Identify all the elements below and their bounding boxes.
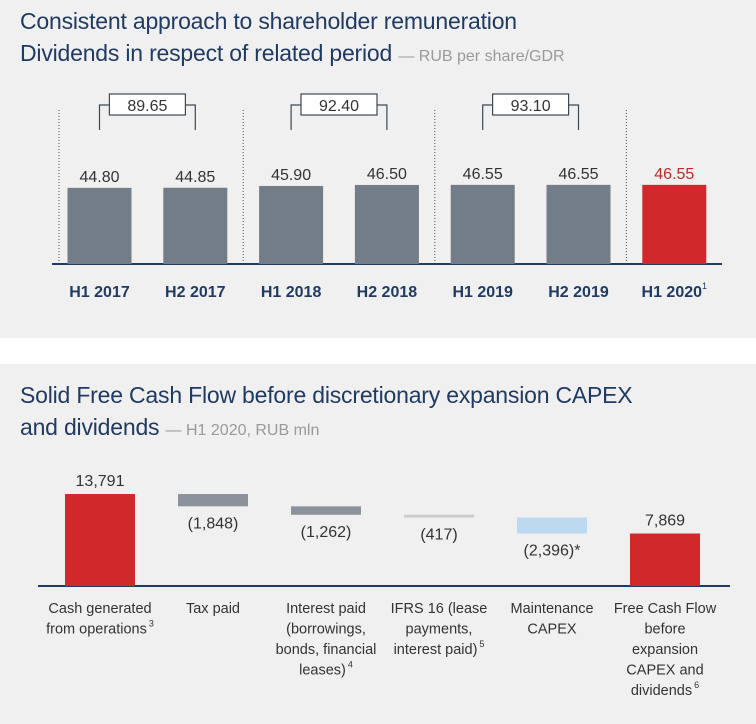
bar-h2-2018 [354,184,419,264]
waterfall-bar-5 [630,533,700,586]
dividends-unit-subtitle: — RUB per share/GDR [398,48,565,65]
waterfall-value-label: (2,396)* [524,543,581,560]
annual-total-bracket-1 [290,104,388,130]
bar-h1-2019 [450,184,515,264]
bar-value-label: 45.90 [271,167,311,184]
waterfall-category-label: leases) 4 [299,660,353,679]
bar-value-label: 46.55 [463,166,503,183]
footnote-marker: 6 [694,680,699,690]
waterfall-bar-4 [517,517,587,534]
waterfall-category-label: bonds, financial [276,642,377,658]
footnote-marker: 5 [479,639,484,649]
waterfall-category-label: Maintenance [510,601,593,617]
annual-total-box-2 [492,93,570,116]
fcf-title: Solid Free Cash Flow before discretionar… [20,382,633,408]
waterfall-value-label: 7,869 [645,513,685,530]
waterfall-value-label: 13,791 [76,473,125,490]
annual-total-label: 89.65 [127,98,167,115]
dividends-title: Consistent approach to shareholder remun… [20,8,517,34]
dividends-chart-title: Dividends in respect of related period [20,40,393,66]
footnote-marker: 4 [348,660,353,670]
bar-h1-2017 [67,187,132,264]
footnote-marker: 1 [702,281,707,291]
waterfall-category-label: Tax paid [186,601,240,617]
annual-total-bracket-2 [482,104,580,130]
waterfall-category-label: CAPEX and [626,663,703,679]
dividends-title-line2: Dividends in respect of related period —… [20,40,565,67]
category-label: H2 2019 [548,284,609,301]
category-label: H2 2017 [165,284,226,301]
waterfall-bar-2 [291,506,361,515]
fcf-chart-title: and dividends [20,414,160,440]
waterfall-bar-1 [178,494,248,507]
annual-total-box-0 [108,93,187,116]
bar-h2-2019 [546,184,611,264]
waterfall-category-label: payments, [406,622,473,638]
fcf-chart: 13,791 Cash generated from operations 3 (1,8… [38,473,730,699]
dividends-panel: Consistent approach to shareholder remun… [0,0,756,338]
fcf-title-line2: and dividends — H1 2020, RUB mln [20,414,319,441]
bar-value-label: 46.55 [558,166,598,183]
category-label: H1 2017 [69,284,130,301]
bar-h2-2017 [163,187,228,264]
annual-total-box-1 [300,93,378,116]
waterfall-category-label: CAPEX [527,622,576,638]
bar-value-label: 46.50 [367,166,407,183]
waterfall-category-label: dividends 6 [631,680,699,699]
waterfall-category-label: from operations 3 [46,619,154,638]
fcf-panel: Solid Free Cash Flow before discretionar… [0,364,756,724]
waterfall-category-label: before [644,622,685,638]
waterfall-category-label: (borrowings, [286,622,366,638]
waterfall-value-label: (1,262) [301,524,352,541]
waterfall-category-label: interest paid) 5 [394,639,485,658]
annual-total-label: 92.40 [319,98,359,115]
waterfall-category-label: expansion [632,642,698,658]
category-label: H1 2018 [261,284,322,301]
category-label: H2 2018 [357,284,418,301]
waterfall-category-label: IFRS 16 (lease [391,601,488,617]
waterfall-bar-3 [404,514,474,518]
bar-value-label: 44.80 [79,169,119,186]
waterfall-bar-0 [65,494,135,586]
bar-h1-2018 [259,185,324,264]
annual-total-bracket-0 [98,104,196,130]
footnote-marker: 3 [149,619,154,629]
category-label: H1 2019 [452,284,513,301]
bar-value-label: 46.55 [654,166,694,183]
waterfall-value-label: (417) [420,527,457,544]
bar-value-label: 44.85 [175,169,215,186]
category-label: H1 20201 [642,281,708,301]
waterfall-category-label: Cash generated [48,601,151,617]
waterfall-category-label: Interest paid [286,601,366,617]
bar-h1-2020 [642,184,707,264]
dividends-chart: 44.80 H1 2017 44.85 H2 2017 45.90 H1 2018 46.5… [52,93,722,301]
waterfall-value-label: (1,848) [188,515,239,532]
waterfall-category-label: Free Cash Flow [614,601,717,617]
annual-total-label: 93.10 [511,98,551,115]
fcf-unit-subtitle: — H1 2020, RUB mln [165,422,320,439]
